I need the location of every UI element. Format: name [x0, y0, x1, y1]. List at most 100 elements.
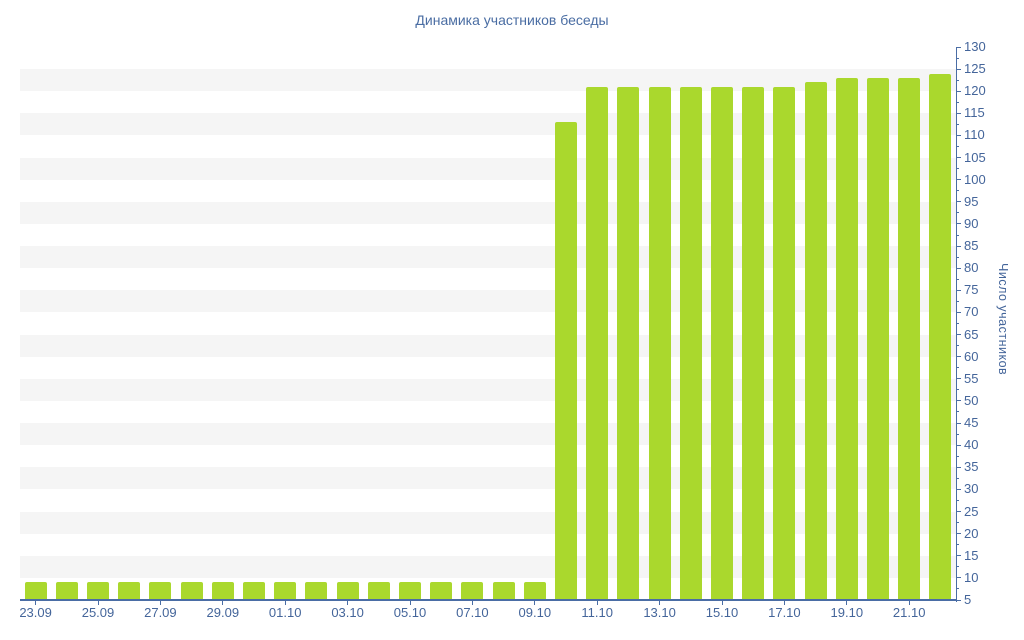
y-minor-tick: [956, 323, 959, 324]
x-tick: [35, 600, 37, 605]
y-tick: [956, 90, 961, 92]
bar: [492, 582, 515, 600]
x-axis-line: [20, 598, 957, 601]
x-tick-label: 03.10: [331, 605, 364, 620]
y-tick-label: 65: [964, 326, 979, 342]
y-tick: [956, 422, 961, 424]
bar: [118, 582, 141, 600]
bar: [461, 582, 484, 600]
plot-area: 5 10 15 20 25 30 35 40 45 50 55 60 65 70 75 80 85 90 95 100…: [19, 39, 985, 620]
y-tick-label: 100: [964, 171, 986, 187]
x-tick-label: 17.10: [768, 605, 801, 620]
bar: [399, 582, 421, 600]
bar: [149, 582, 172, 600]
y-minor-tick: [956, 146, 959, 148]
bar: [586, 86, 609, 600]
bar: [305, 582, 328, 600]
y-tick-label: 50: [964, 392, 979, 408]
y-minor-tick: [956, 433, 959, 435]
bar: [742, 86, 765, 600]
y-tick-label: 60: [964, 348, 979, 364]
y-tick: [956, 289, 961, 291]
y-minor-tick: [956, 278, 959, 280]
y-tick: [956, 134, 961, 136]
x-tick-label: 19.10: [830, 605, 864, 620]
bar: [773, 86, 796, 600]
y-minor-tick: [956, 79, 959, 81]
y-tick: [956, 400, 961, 402]
y-tick: [956, 267, 961, 269]
y-tick-label: 105: [964, 149, 986, 165]
x-tick: [596, 600, 598, 605]
y-tick: [956, 356, 961, 358]
x-tick: [471, 600, 473, 605]
x-tick: [409, 600, 411, 605]
y-tick: [956, 334, 961, 336]
y-tick-label: 130: [964, 39, 986, 54]
bar: [24, 582, 47, 600]
x-tick-label: 13.10: [643, 605, 676, 620]
bar: [211, 582, 234, 600]
y-tick-label: 95: [964, 193, 979, 209]
bar: [679, 86, 702, 600]
y-minor-tick: [956, 566, 959, 568]
x-tick-label: 21.10: [892, 605, 926, 620]
y-tick: [956, 555, 961, 557]
x-tick-label: 05.10: [393, 605, 427, 620]
y-minor-tick: [956, 588, 959, 590]
x-tick-label: 25.09: [81, 605, 115, 620]
y-tick: [956, 577, 961, 579]
x-tick-label: 23.09: [19, 605, 52, 620]
y-minor-tick: [956, 389, 959, 391]
bar: [711, 86, 733, 600]
y-minor-tick: [956, 234, 959, 236]
y-minor-tick: [956, 522, 959, 524]
y-minor-tick: [956, 544, 959, 546]
y-tick: [956, 599, 961, 601]
bar: [617, 86, 640, 600]
y-tick: [956, 223, 961, 225]
x-tick-label: 01.10: [268, 605, 302, 620]
chart-title: Динамика участников беседы: [415, 12, 609, 28]
y-minor-tick: [956, 212, 959, 214]
x-tick: [159, 600, 161, 605]
y-tick-label: 80: [964, 260, 979, 276]
y-tick-label: 35: [964, 459, 979, 475]
bar: [274, 582, 297, 600]
y-tick-label: 10: [964, 569, 979, 585]
y-minor-tick: [956, 256, 959, 258]
y-tick: [956, 511, 961, 513]
x-tick: [783, 600, 785, 605]
y-axis-line: [955, 47, 957, 602]
x-tick-label: 07.10: [456, 605, 489, 620]
y-tick-label: 115: [964, 105, 985, 121]
x-tick: [284, 600, 286, 605]
y-minor-tick: [956, 57, 959, 59]
y-tick-label: 5: [964, 592, 972, 607]
bar: [430, 582, 453, 600]
y-tick-label: 15: [964, 547, 979, 563]
y-minor-tick: [956, 455, 959, 457]
y-axis-title: Число участников: [996, 263, 1010, 376]
bar: [87, 582, 109, 600]
bar: [367, 582, 390, 600]
y-tick: [956, 533, 961, 535]
y-tick: [956, 245, 961, 247]
bar: [55, 582, 78, 600]
x-tick: [534, 600, 536, 605]
bar: [648, 86, 671, 600]
bar: [898, 77, 921, 600]
y-minor-tick: [956, 123, 959, 125]
bar: [180, 582, 203, 600]
x-tick: [347, 600, 349, 605]
y-tick-label: 20: [964, 525, 979, 541]
x-tick-label: 11.10: [581, 605, 613, 620]
y-tick: [956, 112, 961, 114]
bar: [523, 582, 546, 600]
bar: [929, 73, 952, 600]
x-tick-label: 29.09: [206, 605, 240, 620]
y-minor-tick: [956, 367, 959, 369]
y-minor-tick: [956, 499, 959, 501]
x-tick-label: 09.10: [518, 605, 552, 620]
y-tick: [956, 311, 961, 313]
